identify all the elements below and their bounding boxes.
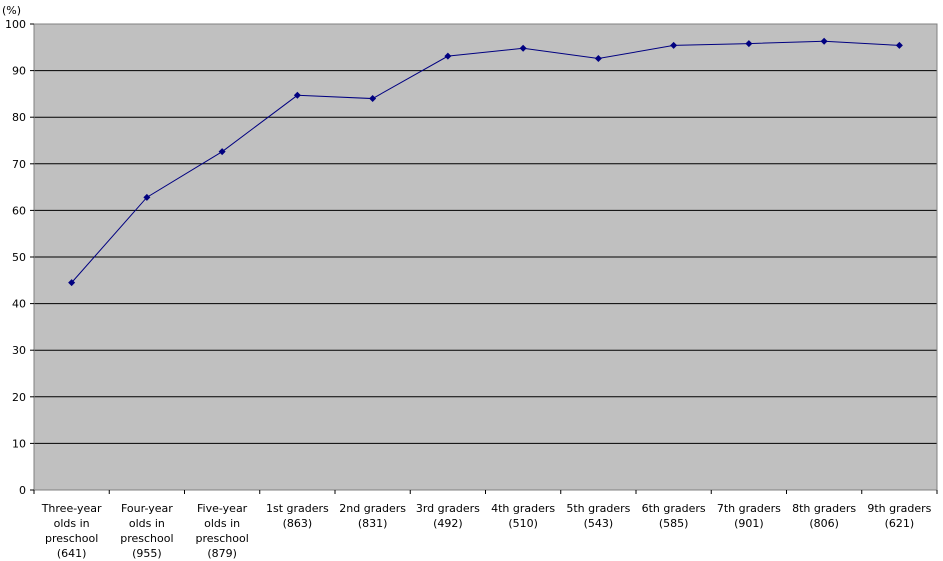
x-tick-label: 7th graders (901) bbox=[717, 502, 781, 530]
x-tick-label-line: 8th graders bbox=[792, 502, 856, 515]
data-point bbox=[519, 44, 527, 52]
data-point bbox=[369, 95, 377, 103]
y-tick-label: 0 bbox=[19, 484, 26, 497]
y-tick-label: 30 bbox=[12, 344, 26, 357]
x-tick-label-line: (585) bbox=[659, 517, 689, 530]
y-tick-label: 90 bbox=[12, 65, 26, 78]
x-tick-label: 3rd graders (492) bbox=[416, 502, 480, 530]
data-point bbox=[143, 193, 151, 201]
x-tick-label-line: preschool bbox=[120, 532, 173, 545]
data-point bbox=[670, 41, 678, 49]
y-axis-unit-label: (%) bbox=[2, 4, 21, 17]
x-tick-label: 8th graders (806) bbox=[792, 502, 856, 530]
x-axis-ticks: Three-year olds in preschool (641) Four-year… bbox=[33, 490, 938, 560]
x-tick-label-line: olds in bbox=[204, 517, 240, 530]
x-tick-label-line: (641) bbox=[57, 547, 87, 560]
y-tick-label: 80 bbox=[12, 111, 26, 124]
series-markers bbox=[68, 37, 903, 287]
data-point bbox=[444, 52, 452, 60]
data-point bbox=[293, 91, 301, 99]
x-tick-label-line: 4th graders bbox=[491, 502, 555, 515]
x-tick-label-line: Five-year bbox=[197, 502, 248, 515]
x-tick-label-line: (510) bbox=[508, 517, 538, 530]
data-point bbox=[594, 54, 602, 62]
data-point bbox=[745, 40, 753, 48]
y-axis-ticks: 0 10 20 30 40 50 60 70 80 90 100 bbox=[5, 18, 34, 497]
y-tick-label: 40 bbox=[12, 298, 26, 311]
x-tick-label: 1st graders (863) bbox=[266, 502, 329, 530]
x-tick-label: 4th graders (510) bbox=[491, 502, 555, 530]
x-tick-label-line: olds in bbox=[129, 517, 165, 530]
x-tick-label-line: Four-year bbox=[121, 502, 173, 515]
x-tick-label-line: preschool bbox=[45, 532, 98, 545]
x-tick-label-line: (492) bbox=[433, 517, 463, 530]
x-tick-label-line: (806) bbox=[809, 517, 839, 530]
x-tick-label-line: (621) bbox=[885, 517, 915, 530]
x-tick-label-line: (955) bbox=[132, 547, 162, 560]
x-tick-label-line: (863) bbox=[283, 517, 313, 530]
data-point bbox=[820, 37, 828, 45]
y-tick-label: 20 bbox=[12, 391, 26, 404]
data-point bbox=[68, 279, 76, 287]
x-tick-label-line: 1st graders bbox=[266, 502, 329, 515]
series-line bbox=[71, 40, 900, 283]
x-tick-label: 2nd graders (831) bbox=[339, 502, 406, 530]
x-tick-label: Three-year olds in preschool (641) bbox=[41, 502, 102, 560]
x-tick-label-line: (543) bbox=[584, 517, 614, 530]
y-tick-label: 10 bbox=[12, 437, 26, 450]
y-tick-label: 60 bbox=[12, 204, 26, 217]
data-point bbox=[218, 148, 226, 156]
x-tick-label-line: 9th graders bbox=[867, 502, 931, 515]
x-tick-label-line: 7th graders bbox=[717, 502, 781, 515]
x-tick-label-line: (831) bbox=[358, 517, 388, 530]
x-tick-label-line: Three-year bbox=[41, 502, 102, 515]
x-tick-label-line: 2nd graders bbox=[339, 502, 406, 515]
y-tick-label: 100 bbox=[5, 18, 26, 31]
y-tick-label: 70 bbox=[12, 158, 26, 171]
x-tick-label: 5th graders (543) bbox=[566, 502, 630, 530]
x-tick-label-line: preschool bbox=[195, 532, 248, 545]
x-tick-label: 6th graders (585) bbox=[642, 502, 706, 530]
x-tick-label-line: (879) bbox=[207, 547, 237, 560]
x-tick-label-line: 6th graders bbox=[642, 502, 706, 515]
x-tick-label: Four-year olds in preschool (955) bbox=[120, 502, 173, 560]
y-tick-label: 50 bbox=[12, 251, 26, 264]
x-tick-label-line: (901) bbox=[734, 517, 764, 530]
x-tick-label-line: 5th graders bbox=[566, 502, 630, 515]
x-tick-label-line: 3rd graders bbox=[416, 502, 480, 515]
x-tick-label: Five-year olds in preschool (879) bbox=[195, 502, 248, 560]
x-tick-label-line: olds in bbox=[54, 517, 90, 530]
x-tick-label: 9th graders (621) bbox=[867, 502, 931, 530]
data-point bbox=[895, 41, 903, 49]
